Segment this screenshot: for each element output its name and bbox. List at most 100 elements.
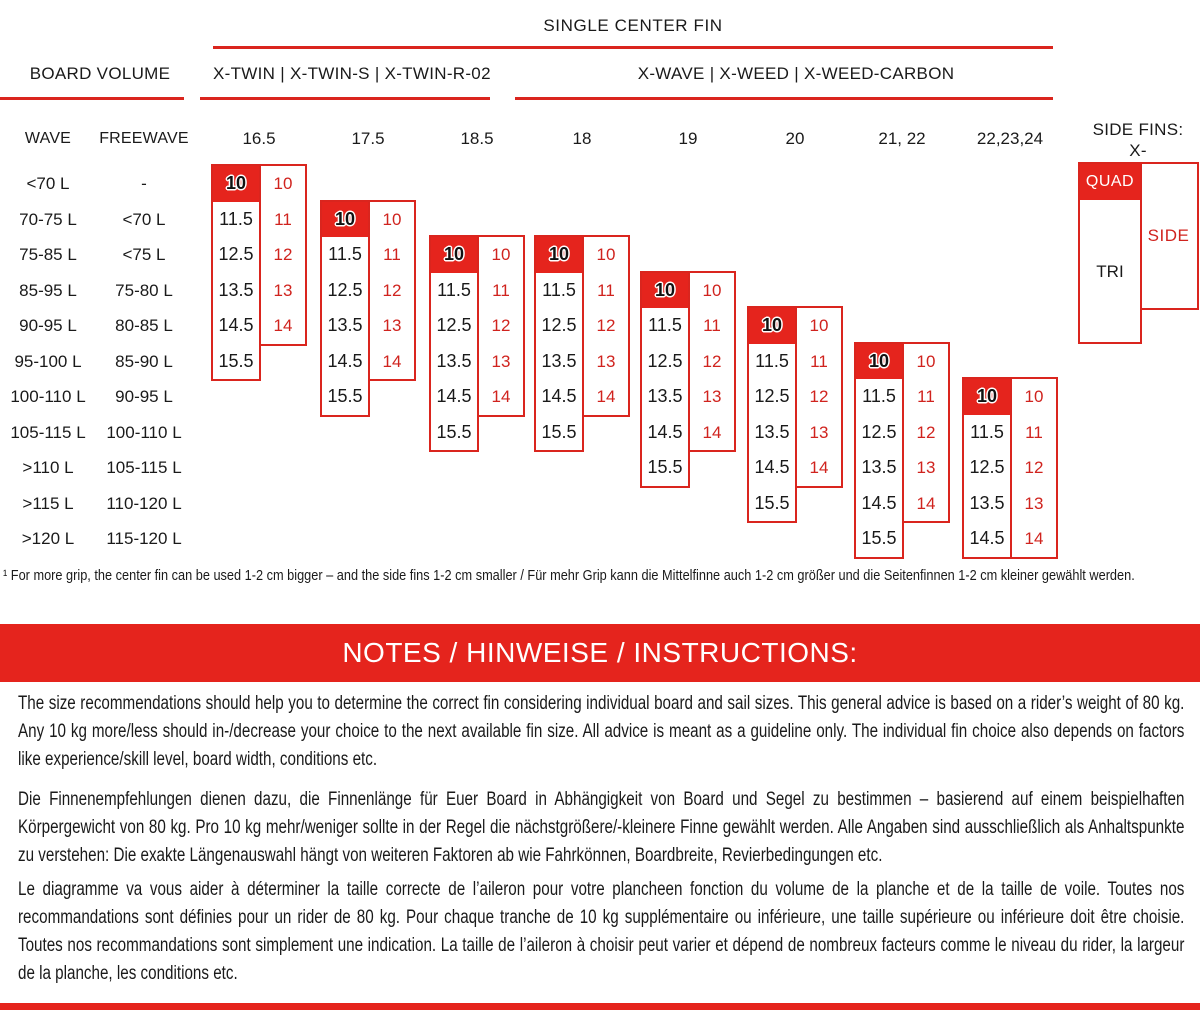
row-label-freewave: <75 L xyxy=(122,245,166,264)
center-fin-size-tri: 13.5 xyxy=(327,315,363,335)
center-fin-size-tri: 15.5 xyxy=(647,457,683,477)
side-fin-size: 11 xyxy=(917,387,935,406)
side-fin-size: 14 xyxy=(702,422,722,442)
side-fin-box: 10 11 12 13 14 xyxy=(582,235,630,417)
center-fin-size-tri: 11.5 xyxy=(219,208,253,229)
side-fin-size: 12 xyxy=(273,245,293,264)
center-fin-size-tri: 11.5 xyxy=(970,421,1004,442)
center-fin-size-quad: 10 xyxy=(536,237,582,273)
center-fin-size-tri: 15.5 xyxy=(327,386,363,406)
side-fin-size: 11 xyxy=(597,280,615,300)
center-fin-size-tri: 14.5 xyxy=(969,528,1005,548)
single-center-fin-title: SINGLE CENTER FIN xyxy=(543,16,723,35)
rule-under-title xyxy=(213,46,1053,49)
side-fin-box: 10 11 12 13 14 xyxy=(795,306,843,488)
side-fin-size: 13 xyxy=(596,351,616,371)
center-fin-size-tri: 13.5 xyxy=(969,492,1005,513)
side-fin-size: 14 xyxy=(596,387,616,406)
side-fin-size: 14 xyxy=(916,493,936,513)
center-fin-size-tri: 15.5 xyxy=(218,350,254,371)
legend-center-box: QUAD TRI xyxy=(1078,162,1142,344)
center-fin-size-tri: 14.5 xyxy=(541,386,577,406)
row-label-wave: 100-110 L xyxy=(10,387,86,406)
center-fin-size-tri: 11.5 xyxy=(755,350,789,371)
center-fin-size-tri: 13.5 xyxy=(647,386,683,406)
side-fin-size: 13 xyxy=(382,316,402,335)
center-fin-size-quad: 10 xyxy=(749,308,795,344)
center-fin-size-tri: 15.5 xyxy=(861,528,897,548)
fin-grid: <70 L - 70-75 L <70 L 75-85 L <75 L 85-95 L 75-… xyxy=(10,129,1058,559)
row-label-wave: 85-95 L xyxy=(19,280,77,300)
row-label-wave: 75-85 L xyxy=(19,245,77,264)
side-fin-size: 12 xyxy=(809,387,829,406)
row-label-wave: 105-115 L xyxy=(10,422,86,442)
row-label-wave: >120 L xyxy=(21,529,75,548)
side-fin-size: 14 xyxy=(809,458,829,477)
center-fin-size-tri: 14.5 xyxy=(327,350,363,371)
center-fin-size-quad: 10 xyxy=(964,379,1010,415)
center-fin-size-tri: 14.5 xyxy=(218,315,254,335)
rule-under-board-volume xyxy=(0,97,184,100)
side-fin-size: 11 xyxy=(703,316,721,335)
side-fin-size: 10 xyxy=(596,245,616,264)
sail-size-header: 22,23,24 xyxy=(976,129,1044,148)
center-fin-size-tri: 15.5 xyxy=(436,421,472,442)
sail-size-header: 17.5 xyxy=(351,129,385,148)
row-label-wave: 90-95 L xyxy=(19,316,77,335)
center-fin-box: 10 11.5 12.5 13.5 14.5 15.5 xyxy=(534,235,584,452)
side-fin-size: 11 xyxy=(274,209,292,229)
board-volume-heading: BOARD VOLUME xyxy=(29,64,171,83)
side-fin-size: 12 xyxy=(1024,458,1044,477)
row-label-freewave: 105-115 L xyxy=(106,458,182,477)
center-fin-size-tri: 13.5 xyxy=(436,350,472,371)
side-fin-size: 12 xyxy=(491,316,511,335)
center-fin-size-tri: 12.5 xyxy=(436,315,472,335)
side-fin-size: 12 xyxy=(702,351,722,371)
side-fins-label: SIDE FINS: xyxy=(1092,120,1184,139)
row-label-wave: <70 L xyxy=(26,174,70,193)
center-fin-size-tri: 11.5 xyxy=(437,279,471,300)
side-fin-size: 13 xyxy=(916,458,936,477)
center-fin-size-tri: 12.5 xyxy=(969,457,1005,477)
center-fin-size-tri: 13.5 xyxy=(541,350,577,371)
legend-quad-label: QUAD xyxy=(1080,164,1140,200)
center-fin-size-tri: 12.5 xyxy=(754,386,790,406)
sail-size-header: 16.5 xyxy=(242,129,276,148)
sail-size-header: 21, 22 xyxy=(878,129,926,148)
side-fin-size: 10 xyxy=(809,316,829,335)
center-fin-size-tri: 14.5 xyxy=(861,492,897,513)
twin-models-heading: X-TWIN | X-TWIN-S | X-TWIN-R-02 xyxy=(213,64,491,83)
center-fin-size-tri: 15.5 xyxy=(754,492,790,513)
side-fin-size: 12 xyxy=(382,280,402,300)
center-fin-size-quad: 10 xyxy=(213,166,259,202)
paragraph-english: The size recommendations should help you… xyxy=(18,693,1185,770)
center-fin-size-tri: 12.5 xyxy=(541,315,577,335)
side-fin-box: 10 11 12 13 14 xyxy=(368,199,416,381)
center-fin-box: 10 11.5 12.5 13.5 14.5 15.5 xyxy=(320,199,370,417)
row-label-freewave: 115-120 L xyxy=(106,529,182,548)
row-label-wave: >115 L xyxy=(22,493,74,513)
freewave-column-header: FREEWAVE xyxy=(99,130,189,147)
center-fin-box: 10 11.5 12.5 13.5 14.5 15.5 xyxy=(211,164,261,381)
center-fin-box: 10 11.5 12.5 13.5 14.5 15.5 xyxy=(747,306,797,523)
row-label-freewave: 75-80 L xyxy=(115,280,173,300)
center-fin-size-tri: 13.5 xyxy=(754,421,790,442)
rule-under-wave-models xyxy=(515,97,1053,100)
footnote: ¹ For more grip, the center fin can be u… xyxy=(3,567,1135,584)
center-fin-size-tri: 12.5 xyxy=(327,279,363,300)
side-fins-prefix: X- xyxy=(1129,141,1147,160)
side-fin-size: 10 xyxy=(916,351,936,371)
center-fin-size-quad: 10 xyxy=(856,343,902,379)
center-fin-size-quad: 10 xyxy=(322,201,368,237)
center-fin-size-tri: 12.5 xyxy=(218,244,254,264)
side-fin-box: 10 11 12 13 14 xyxy=(259,164,307,346)
center-fin-size-tri: 14.5 xyxy=(754,457,790,477)
center-fin-size-tri: 11.5 xyxy=(862,386,896,406)
row-label-wave: >110 L xyxy=(22,458,74,477)
center-fin-size-tri: 11.5 xyxy=(648,315,682,335)
side-fin-size: 13 xyxy=(809,422,829,442)
row-label-wave: 70-75 L xyxy=(19,209,77,229)
bottom-red-bar xyxy=(0,1003,1200,1010)
legend-tri-label: TRI xyxy=(1096,262,1124,281)
side-fin-size: 10 xyxy=(491,245,511,264)
